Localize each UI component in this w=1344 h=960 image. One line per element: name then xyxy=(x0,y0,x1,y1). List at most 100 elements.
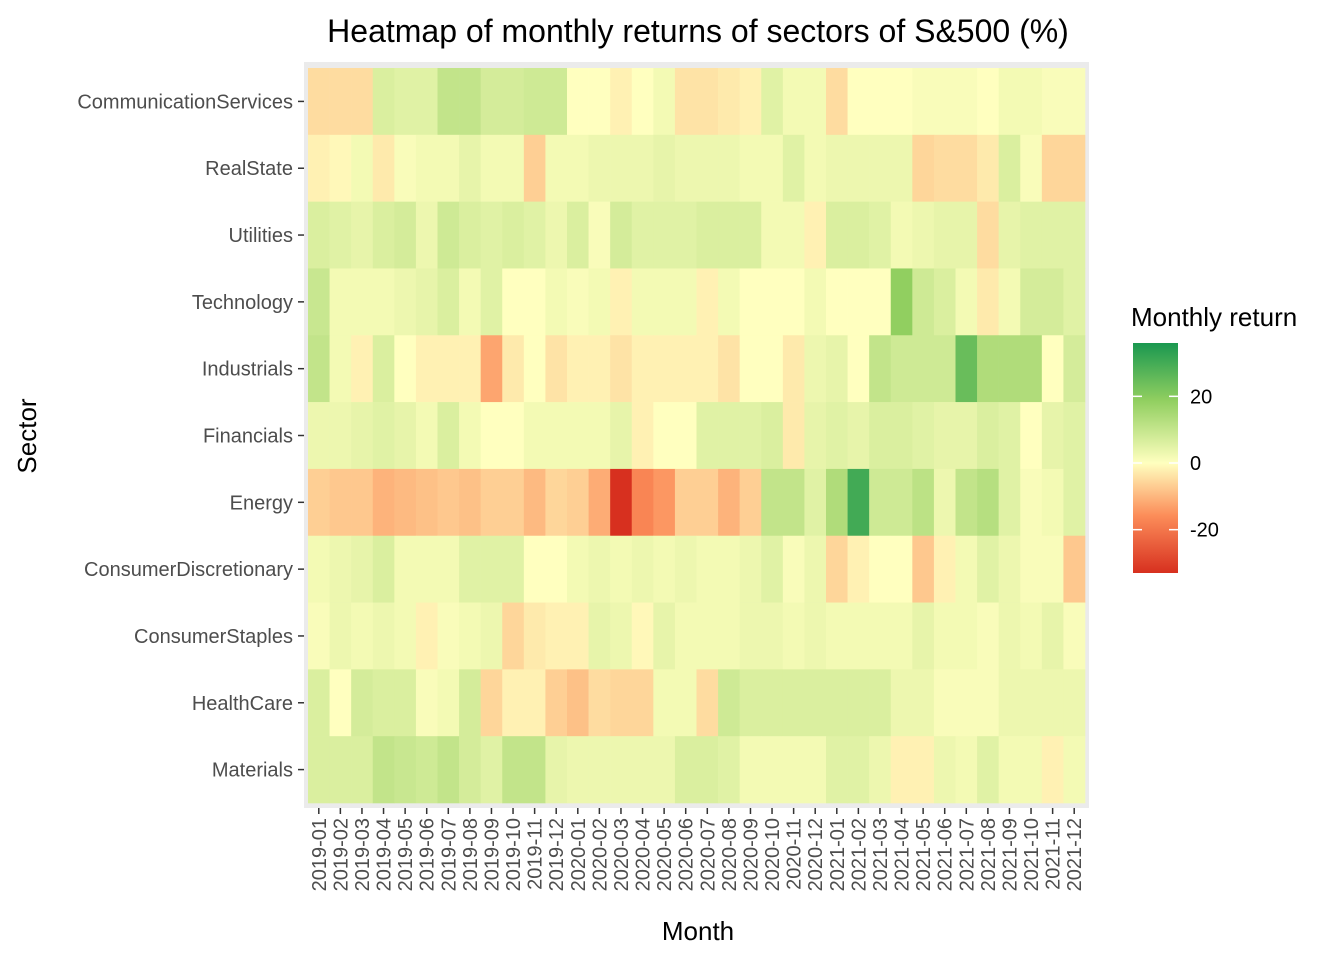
x-tick-label: 2020-10 xyxy=(762,818,784,891)
heatmap-cell xyxy=(394,669,417,737)
heatmap-cell xyxy=(545,134,568,202)
y-tick-label: Industrials xyxy=(202,359,293,381)
heatmap-cell xyxy=(308,602,330,670)
heatmap-cell xyxy=(480,669,503,737)
heatmap-cell xyxy=(1063,335,1086,403)
heatmap-cell xyxy=(782,335,805,403)
heatmap-cell xyxy=(653,669,676,737)
x-tick-label: 2019-09 xyxy=(481,818,503,891)
heatmap-cell xyxy=(718,402,740,470)
heatmap-cell xyxy=(761,669,784,737)
heatmap-cell xyxy=(1063,402,1086,470)
heatmap-cell xyxy=(502,736,525,804)
heatmap-cell xyxy=(567,335,589,403)
heatmap-cell xyxy=(588,134,611,202)
heatmap-cell xyxy=(329,602,352,670)
heatmap-cell xyxy=(804,468,827,537)
heatmap-cell xyxy=(869,736,892,804)
heatmap-cell xyxy=(588,602,611,670)
heatmap-cell xyxy=(480,402,503,470)
heatmap-cell xyxy=(1063,68,1086,136)
heatmap-cell xyxy=(308,736,330,804)
heatmap-cell xyxy=(826,669,848,737)
heatmap-cell xyxy=(610,402,633,470)
heatmap-cell xyxy=(782,468,805,537)
heatmap-cell xyxy=(653,268,676,336)
heatmap-cell xyxy=(394,402,417,470)
heatmap-cell xyxy=(674,402,697,470)
heatmap-cell xyxy=(761,736,784,804)
heatmap-cell xyxy=(869,602,892,670)
heatmap-cell xyxy=(480,602,503,670)
heatmap-cell xyxy=(653,134,676,202)
heatmap-cell xyxy=(351,335,374,403)
heatmap-cell xyxy=(718,268,740,336)
heatmap-cell xyxy=(308,134,330,202)
x-tick-label: 2019-10 xyxy=(503,818,525,891)
heatmap-cell xyxy=(912,535,935,603)
heatmap-cell xyxy=(308,201,330,269)
heatmap-cell xyxy=(631,535,654,603)
heatmap-cell xyxy=(1041,602,1064,670)
heatmap-cells xyxy=(308,68,1086,804)
heatmap-cell xyxy=(480,68,503,136)
heatmap-cell xyxy=(804,535,827,603)
heatmap-cell xyxy=(372,134,395,202)
heatmap-cell xyxy=(567,201,589,269)
heatmap-cell xyxy=(372,669,395,737)
heatmap-cell xyxy=(847,68,870,136)
heatmap-cell xyxy=(372,201,395,269)
heatmap-cell xyxy=(1020,602,1043,670)
heatmap-cell xyxy=(588,468,611,537)
heatmap-cell xyxy=(998,402,1021,470)
heatmap-cell xyxy=(847,335,870,403)
heatmap-cell xyxy=(480,335,503,403)
heatmap-cell xyxy=(631,402,654,470)
heatmap-cell xyxy=(696,402,719,470)
heatmap-cell xyxy=(1063,134,1086,202)
heatmap-cell xyxy=(308,535,330,603)
heatmap-cell xyxy=(308,268,330,336)
heatmap-cell xyxy=(890,468,913,537)
heatmap-cell xyxy=(933,602,956,670)
heatmap-cell xyxy=(415,134,438,202)
heatmap-cell xyxy=(890,335,913,403)
heatmap-cell xyxy=(782,402,805,470)
legend-tick-label: -20 xyxy=(1190,520,1219,542)
heatmap-cell xyxy=(696,268,719,336)
x-tick-label: 2020-04 xyxy=(633,818,655,891)
heatmap-cell xyxy=(545,68,568,136)
heatmap-cell xyxy=(933,402,956,470)
heatmap-cell xyxy=(912,736,935,804)
heatmap-cell xyxy=(308,335,330,403)
heatmap-cell xyxy=(998,335,1021,403)
legend-tick-label: 0 xyxy=(1190,453,1201,475)
heatmap-cell xyxy=(933,535,956,603)
heatmap-cell xyxy=(826,402,848,470)
heatmap-cell xyxy=(912,268,935,336)
heatmap-cell xyxy=(826,535,848,603)
heatmap-cell xyxy=(372,268,395,336)
x-tick-label: 2019-04 xyxy=(374,818,396,891)
heatmap-cell xyxy=(459,669,481,737)
heatmap-cell xyxy=(933,68,956,136)
heatmap-cell xyxy=(502,335,525,403)
heatmap-cell xyxy=(718,736,740,804)
heatmap-cell xyxy=(869,335,892,403)
heatmap-cell xyxy=(588,335,611,403)
heatmap-cell xyxy=(502,402,525,470)
heatmap-cell xyxy=(372,335,395,403)
heatmap-cell xyxy=(847,268,870,336)
x-tick-label: 2020-02 xyxy=(589,818,611,891)
heatmap-cell xyxy=(610,68,633,136)
heatmap-cell xyxy=(1063,535,1086,603)
legend-tick-label: 20 xyxy=(1190,386,1212,408)
y-tick-label: Technology xyxy=(192,292,293,314)
heatmap-cell xyxy=(394,736,417,804)
y-tick-label: RealState xyxy=(205,158,293,180)
heatmap-cell xyxy=(955,602,978,670)
heatmap-cell xyxy=(1020,535,1043,603)
heatmap-cell xyxy=(696,201,719,269)
heatmap-cell xyxy=(674,68,697,136)
heatmap-cell xyxy=(610,736,633,804)
